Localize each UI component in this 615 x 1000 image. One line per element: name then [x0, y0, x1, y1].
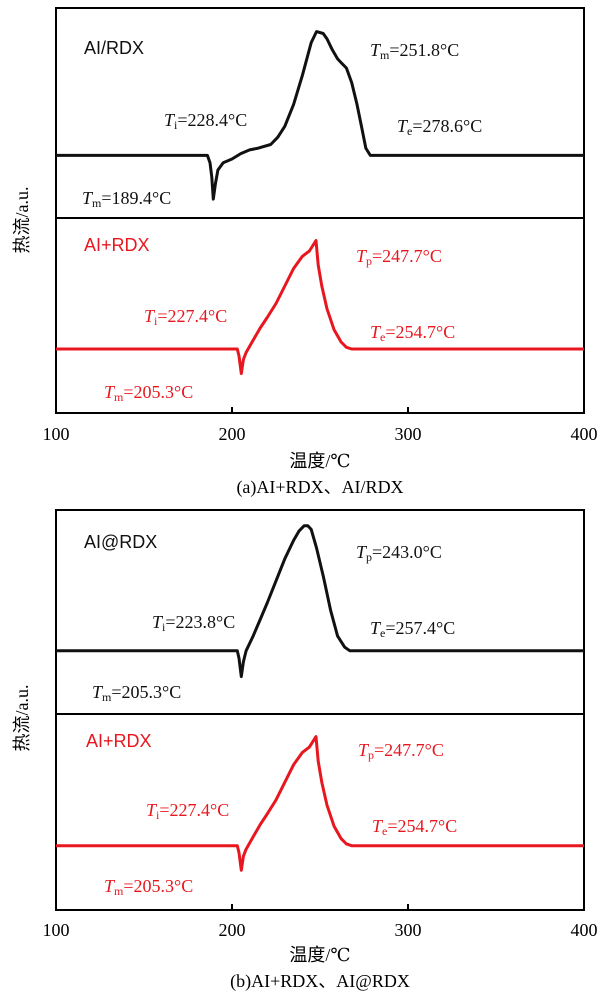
figure-b-top-annotation-tp: Tp=243.0°C	[356, 542, 442, 564]
figure-b-top-annotation-te: Te=257.4°C	[370, 618, 455, 640]
figure-b-top-series-line	[56, 524, 584, 679]
figure-b-bottom-annotation-tm: Tm=205.3°C	[104, 876, 193, 898]
figure-a-bottom-annotation-tm: Tm=205.3°C	[104, 382, 193, 404]
figure-a-x-tick-label: 300	[395, 424, 422, 444]
figure-a-ylabel: 热流/a.u.	[12, 187, 32, 254]
figure-b-top-annotation-tm: Tm=205.3°C	[92, 682, 181, 704]
figure-a-top-series-line	[56, 30, 584, 201]
figure-b-x-ticks: 100 200 300 400	[43, 904, 598, 940]
figure-b-x-tick-label: 200	[219, 920, 246, 940]
figure-b-ylabel: 热流/a.u.	[12, 685, 32, 752]
figure-b-bottom-annotation-te: Te=254.7°C	[372, 816, 457, 838]
figure-b-bottom-series-line	[56, 735, 584, 872]
figure-b-x-tick-label: 300	[395, 920, 422, 940]
figure-a-bottom-annotation-ti: Ti=227.4°C	[144, 306, 227, 328]
figure-a-top-annotation-ti: Ti=228.4°C	[164, 110, 247, 132]
figure-b-top-label: AI@RDX	[84, 532, 157, 552]
figure-a-top-annotation-tm-peak: Tm=251.8°C	[370, 40, 459, 62]
figure-b-frame	[55, 509, 585, 911]
figure-a-bottom-label: AI+RDX	[84, 235, 150, 255]
figure-a-x-tick-label: 400	[571, 424, 598, 444]
figure-a-top-annotation-te: Te=278.6°C	[397, 116, 482, 138]
figure-b-top-annotation-ti: Ti=223.8°C	[152, 612, 235, 634]
figure-b-bottom-annotation-ti: Ti=227.4°C	[146, 800, 229, 822]
figure-a-caption: (a)AI+RDX、AI/RDX	[236, 477, 403, 498]
figure-b-caption: (b)AI+RDX、AI@RDX	[230, 971, 410, 992]
figure-b-xlabel: 温度/℃	[289, 945, 350, 965]
figure-a-bottom-annotation-tp: Tp=247.7°C	[356, 246, 442, 268]
figure-a-xlabel: 温度/℃	[289, 451, 350, 471]
figure-a-bottom-series-line	[56, 239, 584, 375]
figure-a-x-tick-label: 200	[219, 424, 246, 444]
figure-a-x-tick-label: 100	[43, 424, 70, 444]
figure-b-bottom-annotation-tp: Tp=247.7°C	[358, 740, 444, 762]
figure-a-frame	[55, 7, 585, 414]
figure-b: 热流/a.u. AI@RDX Tp=243.0°C Ti=223.8°C Te=…	[12, 509, 598, 992]
figure-b-x-tick-label: 400	[571, 920, 598, 940]
figure-a-x-ticks: 100 200 300 400	[43, 407, 598, 444]
figure-b-bottom-label: AI+RDX	[86, 731, 152, 751]
figure-a: 热流/a.u. AI/RDX Tm=251.8°C Ti=228.4°C Te=…	[12, 7, 598, 498]
figure-b-x-tick-label: 100	[43, 920, 70, 940]
figure-a-bottom-annotation-te: Te=254.7°C	[370, 322, 455, 344]
figure-a-top-label: AI/RDX	[84, 38, 144, 58]
figure-a-top-annotation-tm-melt: Tm=189.4°C	[82, 188, 171, 210]
